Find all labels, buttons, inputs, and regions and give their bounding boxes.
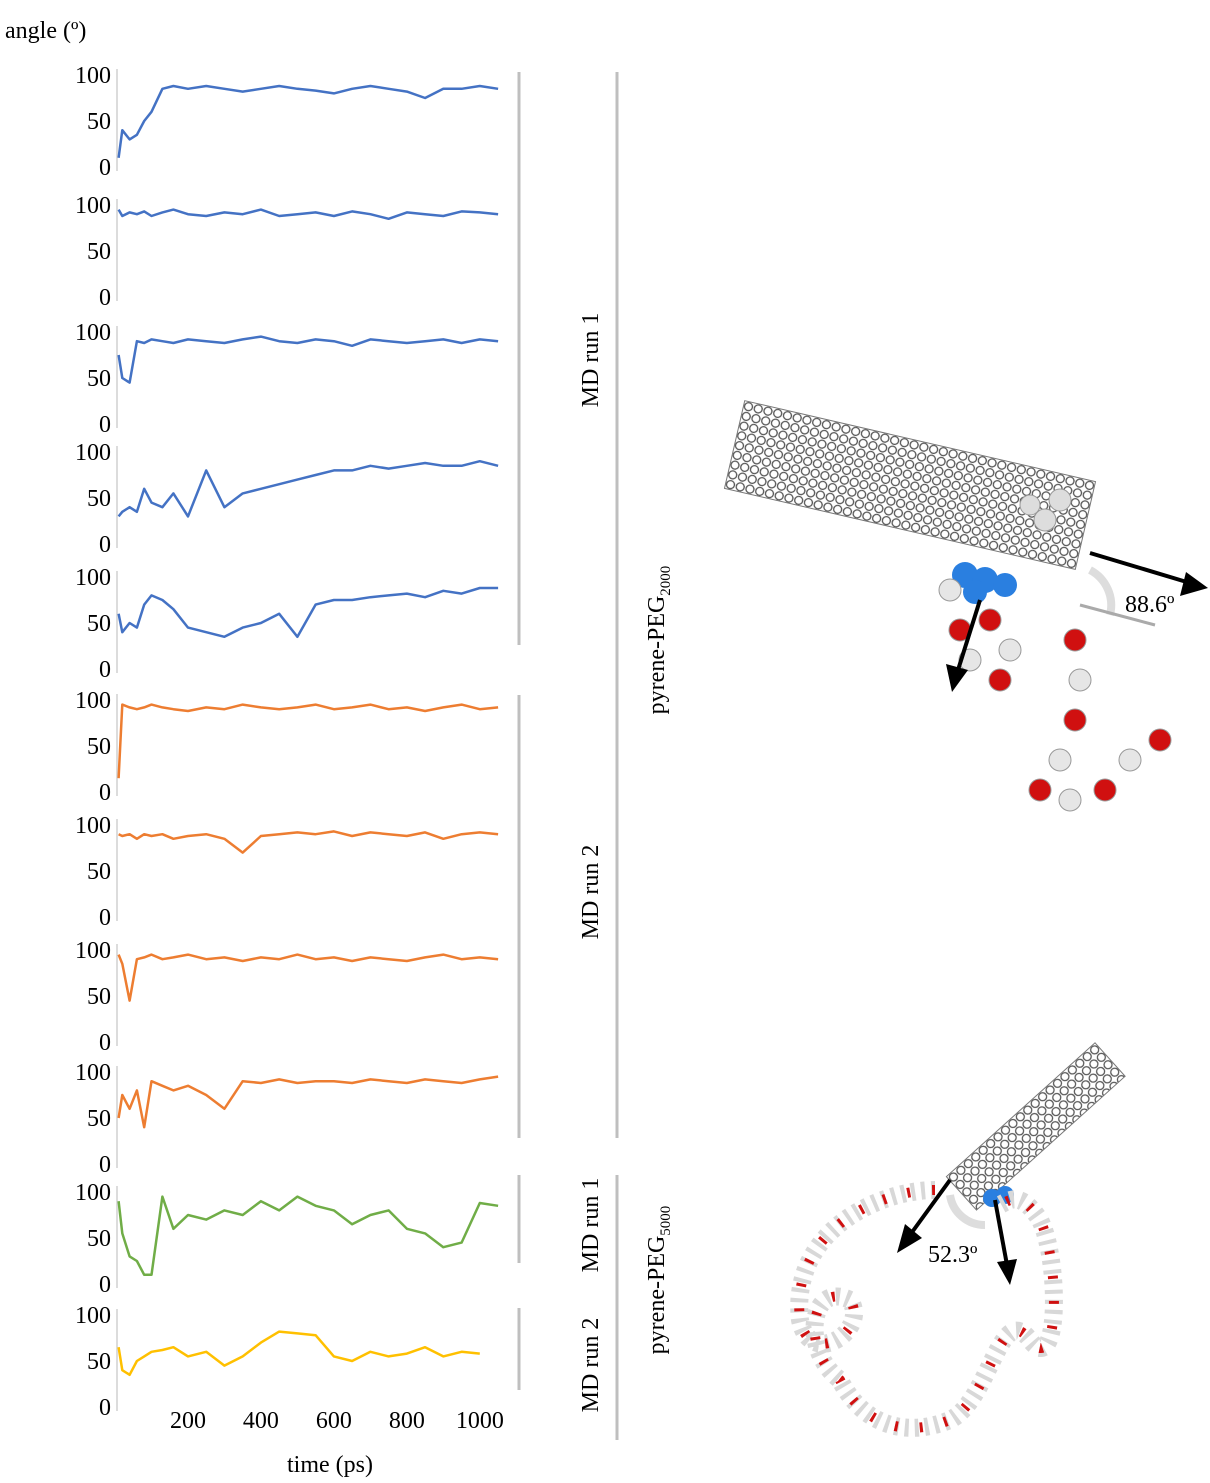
y-tick-label: 50	[87, 239, 111, 265]
y-tick-label: 100	[75, 1180, 111, 1206]
x-tick-label: 400	[243, 1408, 279, 1434]
system-name: pyrene-PEG	[644, 596, 670, 715]
system-sub: 2000	[658, 566, 674, 596]
y-tick-label: 100	[75, 1303, 111, 1329]
molecule-illustration: 88.6º	[724, 401, 1208, 811]
group-label: MD run 2	[578, 845, 604, 940]
data-line	[119, 210, 499, 219]
system-name: pyrene-PEG	[644, 1236, 670, 1355]
data-line	[119, 1077, 499, 1128]
y-tick-label: 50	[87, 366, 111, 392]
y-tick-label: 0	[99, 532, 111, 558]
data-line	[119, 86, 499, 158]
y-tick-label: 0	[99, 1030, 111, 1056]
page: MD run 1 MD run 2 MD run 1 MD run 2 pyre…	[0, 0, 1210, 1483]
y-tick-label: 50	[87, 984, 111, 1010]
data-line	[119, 1197, 499, 1275]
group-label: MD run 1	[578, 313, 604, 408]
y-tick-label: 50	[87, 486, 111, 512]
data-line	[119, 461, 499, 516]
y-tick-label: 100	[75, 938, 111, 964]
y-axis-title: angle (º)	[5, 18, 86, 44]
data-line	[119, 705, 499, 779]
x-tick-label: 1000	[456, 1408, 504, 1434]
group-label: MD run 1	[578, 1178, 604, 1273]
molecule-illustration: 52.3º	[799, 1043, 1125, 1428]
data-line	[119, 1332, 480, 1375]
y-tick-label: 0	[99, 155, 111, 181]
y-tick-label: 100	[75, 565, 111, 591]
system-sub: 5000	[658, 1206, 674, 1236]
y-tick-label: 0	[99, 780, 111, 806]
y-tick-label: 100	[75, 320, 111, 346]
x-tick-label: 600	[316, 1408, 352, 1434]
data-line	[119, 337, 499, 383]
y-tick-label: 50	[87, 1226, 111, 1252]
y-tick-label: 100	[75, 813, 111, 839]
y-tick-label: 0	[99, 1152, 111, 1178]
y-tick-label: 100	[75, 440, 111, 466]
y-tick-label: 100	[75, 1060, 111, 1086]
figure: MD run 1 MD run 2 MD run 1 MD run 2 pyre…	[0, 0, 1210, 1483]
y-tick-label: 50	[87, 109, 111, 135]
y-tick-label: 0	[99, 1272, 111, 1298]
y-tick-label: 50	[87, 1106, 111, 1132]
y-tick-label: 0	[99, 412, 111, 438]
data-line	[119, 831, 499, 852]
group-label: MD run 2	[578, 1318, 604, 1413]
y-tick-label: 50	[87, 1349, 111, 1375]
system-label: pyrene-PEG2000	[644, 566, 674, 715]
y-tick-label: 50	[87, 859, 111, 885]
system-label: pyrene-PEG5000	[644, 1206, 674, 1355]
y-tick-label: 50	[87, 734, 111, 760]
data-line	[119, 955, 499, 1001]
x-tick-label: 200	[170, 1408, 206, 1434]
y-tick-label: 50	[87, 611, 111, 637]
y-tick-label: 0	[99, 285, 111, 311]
y-tick-label: 0	[99, 905, 111, 931]
data-line	[119, 588, 499, 637]
angle-annotation: 52.3º	[928, 1242, 978, 1268]
y-tick-label: 100	[75, 688, 111, 714]
angle-annotation: 88.6º	[1125, 592, 1175, 618]
y-tick-label: 0	[99, 1395, 111, 1421]
y-tick-label: 100	[75, 193, 111, 219]
y-tick-label: 0	[99, 657, 111, 683]
y-tick-label: 100	[75, 63, 111, 89]
x-axis-title: time (ps)	[287, 1452, 373, 1478]
x-tick-label: 800	[389, 1408, 425, 1434]
